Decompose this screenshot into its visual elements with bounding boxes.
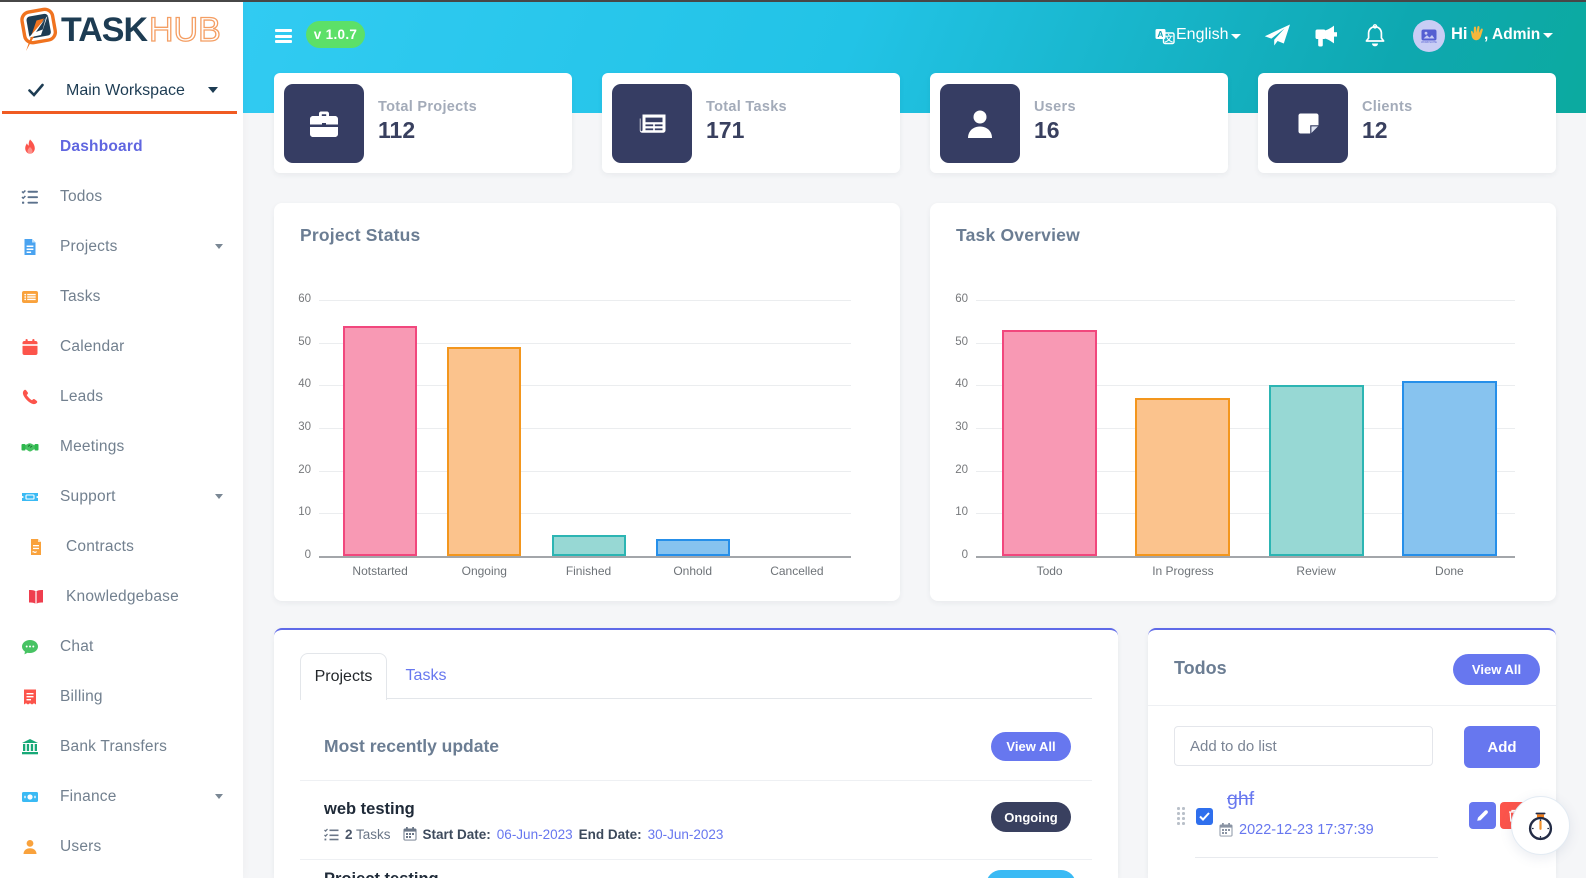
svg-text:文: 文: [1165, 34, 1174, 44]
svg-text:WORKSUITE: WORKSUITE: [1421, 40, 1437, 43]
svg-text:A: A: [1157, 29, 1163, 39]
